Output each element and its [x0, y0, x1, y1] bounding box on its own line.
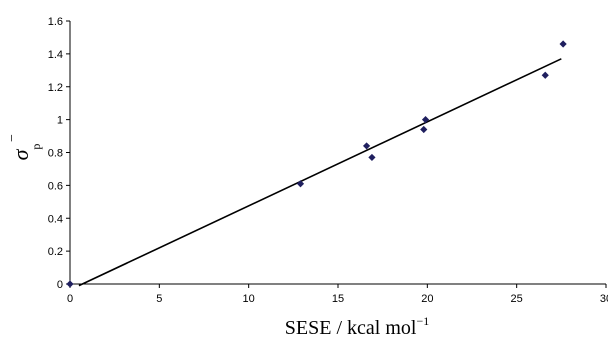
y-tick-label: 1.2	[48, 82, 63, 94]
x-tick-label: 0	[67, 293, 73, 305]
tick-group: 0 0.2 0.4 0.6 0.8 1 1.2 1.4 1.6 0 5 10 15 20 25 30	[48, 16, 608, 305]
svg-text:σp: σp	[8, 144, 43, 161]
data-point	[559, 40, 567, 48]
y-axis-label-sub: p	[29, 144, 43, 150]
x-tick-label: 5	[156, 293, 162, 305]
points-group	[66, 40, 567, 288]
trendline-group	[78, 58, 562, 287]
x-axis-label-sup: −1	[416, 314, 429, 328]
y-tick-label: 0	[57, 279, 63, 291]
trendline	[78, 58, 562, 287]
y-tick-label: 1.4	[48, 49, 63, 61]
x-tick-label: 25	[511, 293, 523, 305]
y-tick-label: 1	[57, 115, 63, 127]
y-tick-label: 0.4	[48, 213, 63, 225]
axes	[69, 21, 606, 285]
data-point	[296, 180, 305, 188]
y-axis-label: σp −	[5, 134, 43, 160]
data-point	[541, 71, 549, 79]
y-axis-label-symbol: σ	[8, 148, 33, 160]
x-tick-label: 10	[243, 293, 255, 305]
data-point	[420, 125, 428, 134]
y-tick-label: 0.6	[48, 180, 63, 192]
data-point	[421, 116, 430, 124]
y-axis-label-sup: −	[5, 134, 20, 142]
y-tick-label: 1.6	[48, 16, 63, 28]
data-point	[66, 280, 74, 288]
y-tick-label: 0.2	[48, 246, 63, 258]
x-tick-label: 20	[421, 293, 433, 305]
x-axis-label: SESE / kcal mol−1	[285, 314, 429, 338]
x-tick-label: 15	[332, 293, 344, 305]
x-tick-label: 30	[600, 293, 608, 305]
y-tick-label: 0.8	[48, 148, 63, 160]
x-axis-label-main: SESE / kcal mol	[285, 317, 417, 338]
data-point	[368, 153, 376, 162]
data-point	[362, 142, 371, 150]
